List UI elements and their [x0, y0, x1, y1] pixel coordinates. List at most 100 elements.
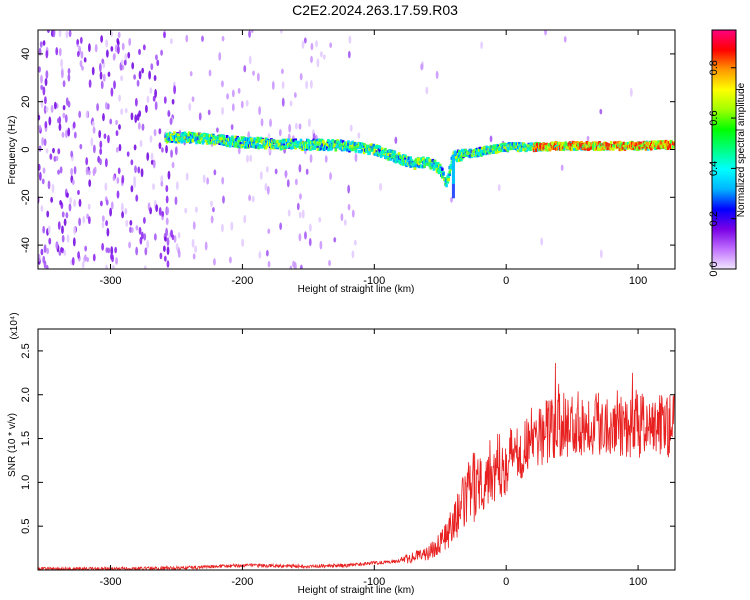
noise-speckle — [289, 100, 293, 107]
noise-speckle — [79, 143, 83, 150]
noise-speckle — [105, 199, 109, 206]
colorbar-strip — [711, 29, 737, 270]
noise-speckle — [138, 48, 141, 55]
noise-speckle — [315, 40, 318, 48]
noise-speckle — [226, 93, 229, 100]
noise-speckle — [301, 40, 305, 49]
ridge-spike-cell — [451, 194, 455, 197]
noise-speckle — [318, 216, 322, 223]
noise-speckle — [105, 220, 109, 227]
noise-speckle — [305, 80, 309, 90]
noise-speckle — [40, 248, 44, 256]
noise-speckle — [104, 158, 108, 168]
ridge-cell — [212, 140, 215, 144]
ridge-cell — [378, 146, 382, 150]
noise-speckle — [53, 155, 57, 162]
noise-speckle — [259, 171, 263, 180]
noise-speckle — [138, 226, 142, 235]
ridge-cell — [329, 140, 332, 144]
noise-speckle — [40, 74, 43, 84]
ridge-cell — [564, 141, 568, 145]
noise-speckle — [258, 251, 262, 259]
y-tick-label: 40 — [20, 48, 32, 60]
noise-speckle — [91, 120, 95, 127]
ridge-cell — [572, 147, 576, 151]
ridge-cell — [383, 150, 386, 154]
ridge-cell — [613, 143, 616, 147]
ridge-cell — [389, 157, 392, 161]
ridge-cell — [331, 139, 334, 143]
ridge-cell — [404, 156, 407, 160]
noise-speckle — [161, 210, 165, 217]
noise-speckle — [243, 65, 247, 73]
noise-speckle — [139, 236, 143, 245]
ridge-cell — [327, 138, 330, 143]
noise-speckle — [161, 147, 164, 153]
noise-speckle — [347, 50, 351, 59]
noise-speckle — [131, 62, 135, 70]
ridge-cell — [639, 141, 643, 145]
noise-speckle — [71, 179, 75, 185]
ridge-cell — [577, 146, 580, 150]
noise-speckle — [281, 81, 285, 89]
noise-speckle — [298, 123, 302, 130]
noise-speckle — [121, 42, 125, 51]
noise-speckle — [221, 176, 225, 185]
ridge-spike-cell — [451, 161, 455, 164]
ridge-cell — [170, 139, 174, 143]
ridge-cell — [299, 138, 303, 142]
ridge-cell — [438, 163, 442, 167]
ridge-cell — [193, 132, 196, 136]
noise-speckle — [66, 234, 70, 243]
y-tick-label: 2.5 — [20, 343, 32, 358]
ridge-cell — [255, 139, 258, 143]
noise-speckle — [246, 154, 249, 163]
ridge-cell — [245, 143, 249, 148]
ridge-cell — [635, 142, 638, 146]
noise-speckle — [110, 201, 114, 210]
noise-speckle — [47, 225, 51, 235]
x-tick-label: -300 — [100, 576, 122, 588]
ridge-cell — [221, 139, 225, 143]
noise-speckle — [165, 144, 168, 154]
noise-speckle — [135, 246, 139, 256]
noise-speckle — [137, 122, 141, 130]
noise-speckle — [120, 59, 124, 65]
ridge-cell — [195, 141, 198, 145]
ridge-cell — [553, 142, 557, 147]
ridge-cell — [167, 137, 171, 141]
ridge-cell — [173, 131, 176, 135]
ridge-cell — [436, 161, 440, 166]
noise-speckle — [127, 51, 131, 59]
noise-speckle — [379, 182, 382, 191]
noise-speckle — [117, 167, 121, 175]
noise-speckle — [299, 264, 303, 269]
noise-speckle — [243, 214, 247, 224]
noise-speckle — [164, 236, 167, 242]
noise-speckle — [213, 258, 216, 266]
noise-speckle — [286, 179, 290, 188]
noise-speckle — [73, 199, 77, 208]
snr-line — [38, 362, 675, 570]
noise-speckle — [49, 153, 53, 160]
ridge-cell — [169, 133, 173, 137]
noise-speckle — [293, 261, 297, 269]
noise-speckle — [194, 245, 198, 253]
noise-speckle — [264, 183, 268, 192]
noise-speckle — [150, 152, 154, 161]
ridge-cell — [355, 142, 359, 146]
noise-speckle — [194, 206, 198, 213]
noise-speckle — [58, 47, 62, 57]
noise-speckle — [294, 178, 298, 186]
ridge-cell — [356, 144, 360, 149]
noise-speckle — [586, 135, 590, 142]
noise-speckle — [55, 47, 59, 56]
ridge-cell — [457, 154, 461, 158]
spectrogram-y-ticks: -40 -20 0 20 40 — [20, 48, 675, 253]
noise-speckle — [85, 157, 89, 166]
noise-speckle — [298, 164, 302, 173]
ridge-cell — [413, 166, 417, 171]
ridge-cell — [294, 146, 298, 150]
ridge-cell — [340, 143, 344, 147]
ridge-cell — [223, 137, 227, 141]
